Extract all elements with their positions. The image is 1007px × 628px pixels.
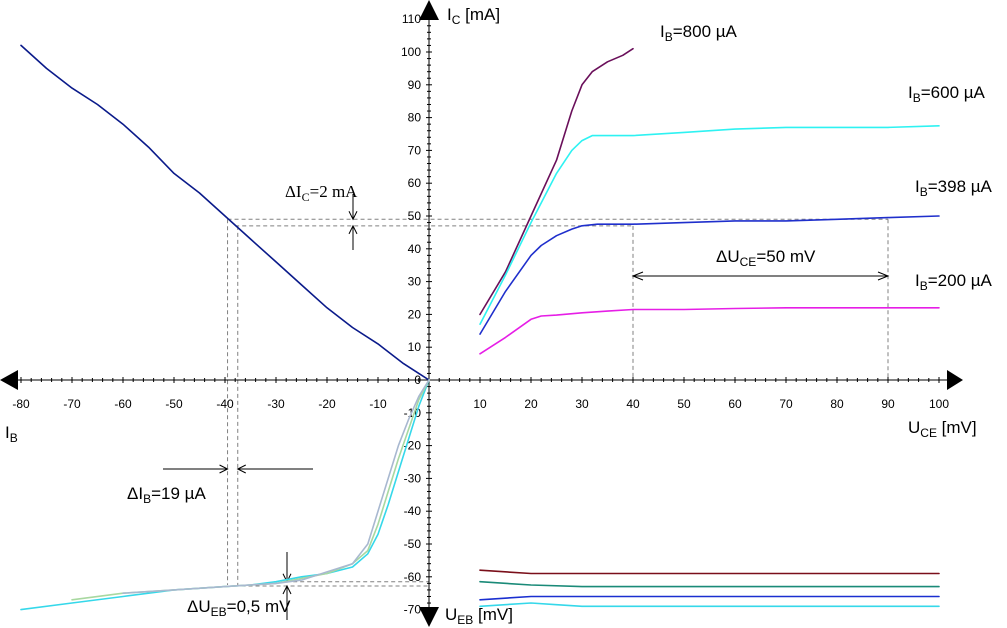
uce-axis-label: UCE [mV] [908, 418, 977, 440]
delta-uce-arrowhead-left [631, 271, 644, 281]
y-tick-label: 80 [408, 111, 422, 125]
tick-marks: 10 20 30 40 50 60 70 80 90 100-80 -70 -60 -50 -40 -30-… [12, 12, 949, 616]
arrow-up-icon [419, 0, 439, 20]
y-tick-label: -40 [404, 504, 422, 518]
series-lines [20, 44, 940, 611]
x-tick-label: 40 [626, 397, 640, 411]
delta-ic-arrowhead-bottom [348, 224, 358, 235]
ic-axis-label: IC [mA] [447, 5, 500, 27]
arrow-right-icon [947, 370, 963, 390]
x-tick-label: -10 [369, 397, 387, 411]
x-tick-label: 90 [881, 397, 895, 411]
series-line-ib-398 [479, 215, 940, 335]
series-line-ib-600 [479, 125, 940, 326]
legend-ib-600: IB=600 µA [908, 83, 986, 105]
x-tick-label: 70 [779, 397, 793, 411]
x-tick-label: -20 [318, 397, 336, 411]
ib-axis-label: IB [5, 423, 18, 445]
y-tick-label: -60 [404, 570, 422, 584]
series-line-ib-800 [479, 47, 634, 316]
legend-ib-398: IB=398 µA [915, 177, 993, 199]
x-tick-label: 30 [575, 397, 589, 411]
arrow-down-icon [419, 607, 439, 627]
y-tick-label: -10 [404, 406, 422, 420]
y-tick-label: 90 [408, 78, 422, 92]
x-tick-label: -40 [216, 397, 234, 411]
x-tick-label: 80 [830, 397, 844, 411]
y-tick-label: 20 [408, 307, 422, 321]
x-tick-label: -30 [267, 397, 285, 411]
x-tick-label: -80 [12, 397, 30, 411]
y-tick-label: -70 [404, 603, 422, 617]
ueb-series-line-1 [479, 580, 940, 588]
y-tick-label: 40 [408, 242, 422, 256]
annotation-delta-ueb: ΔUEB=0,5 mV [187, 597, 291, 619]
ueb-series-line-3 [479, 602, 940, 608]
transfer-curve-line-0 [20, 379, 430, 611]
delta-ic-arrowhead-top [348, 211, 358, 221]
ueb-series-line-2 [479, 595, 940, 601]
x-tick-label: 60 [728, 397, 742, 411]
x-tick-label: -70 [63, 397, 81, 411]
annotation-delta-ic: ΔIC=2 mA [285, 182, 358, 204]
y-tick-label: 70 [408, 143, 422, 157]
annotation-delta-uce: ΔUCE=50 mV [716, 247, 816, 269]
x-tick-label: -60 [114, 397, 132, 411]
x-tick-label: 100 [929, 397, 949, 411]
delta-ib-arrowhead-right [236, 464, 246, 474]
x-tick-label: 20 [524, 397, 538, 411]
y-tick-label: 50 [408, 209, 422, 223]
ueb-axis-label: UEB [mV] [445, 605, 513, 627]
delta-ueb-arrowhead-bottom [282, 584, 292, 595]
annotation-delta-ib: ΔIB=19 µA [127, 484, 206, 506]
x-tick-label: 50 [677, 397, 691, 411]
legend-ib-200: IB=200 µA [915, 271, 993, 293]
y-tick-label: -30 [404, 471, 422, 485]
series-line-ib-200 [479, 306, 940, 355]
y-tick-label: 10 [408, 340, 422, 354]
y-tick-label: 30 [408, 275, 422, 289]
legend-ib-800: IB=800 µA [660, 22, 738, 44]
axes [0, 0, 963, 627]
arrow-left-icon [0, 370, 18, 390]
transfer-curve-line-1 [71, 379, 430, 601]
y-tick-label: 100 [401, 45, 421, 59]
origin-label: 0 [414, 373, 421, 387]
guide-lines [163, 194, 890, 620]
delta-ib-arrowhead-left [219, 464, 229, 474]
y-tick-label: -50 [404, 537, 422, 551]
x-tick-label: 10 [473, 397, 487, 411]
y-tick-label: 110 [402, 12, 421, 26]
delta-uce-arrowhead-right [877, 271, 890, 281]
input-curve-line [20, 44, 430, 381]
y-tick-label: 60 [408, 176, 422, 190]
ueb-series-line-0 [479, 569, 940, 575]
x-tick-label: -50 [165, 397, 183, 411]
transfer-curve-line-2 [122, 379, 430, 595]
